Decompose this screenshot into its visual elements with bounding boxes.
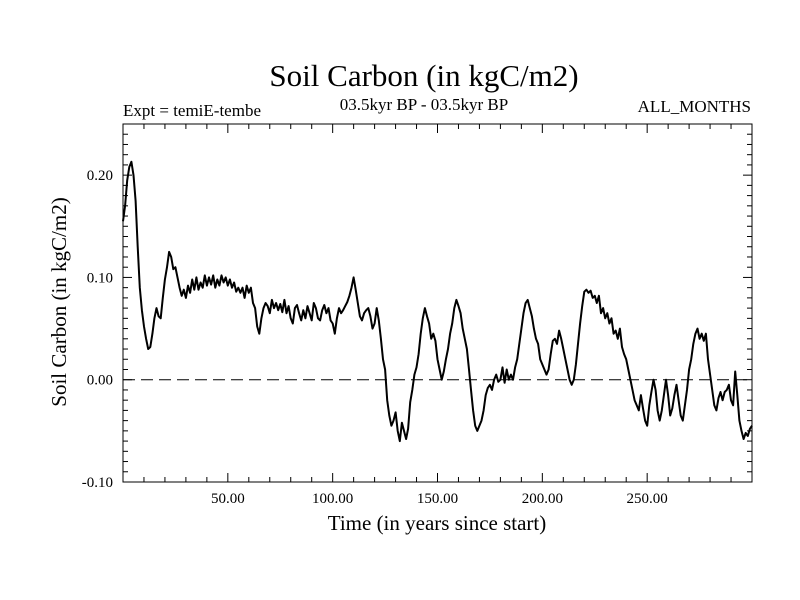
plot-area: [122, 123, 753, 483]
months-label: ALL_MONTHS: [638, 97, 751, 116]
x-tick-label: 150.00: [417, 491, 458, 507]
x-axis: 50.00 100.00 150.00 200.00 250.00: [143, 124, 732, 507]
x-axis-label: Time (in years since start): [328, 511, 547, 535]
y-tick-label: -0.10: [82, 475, 113, 491]
x-tick-label: 250.00: [627, 491, 668, 507]
plot-frame: [122, 123, 753, 483]
period-label: 03.5kyr BP - 03.5kyr BP: [340, 95, 508, 114]
x-tick-label: 50.00: [211, 491, 245, 507]
y-tick-label: 0.20: [87, 168, 113, 184]
series-line: [122, 160, 753, 443]
y-axis-label: Soil Carbon (in kgC/m2): [47, 197, 71, 406]
y-tick-label: 0.00: [87, 373, 113, 389]
x-tick-label: 200.00: [522, 491, 563, 507]
chart-title: Soil Carbon (in kgC/m2): [269, 58, 578, 93]
x-tick-label: 100.00: [312, 491, 353, 507]
y-tick-label: 0.10: [87, 270, 113, 286]
experiment-label: Expt = temiE-tembe: [123, 101, 261, 120]
y-axis: -0.10 0.00 0.10 0.20: [82, 133, 752, 491]
